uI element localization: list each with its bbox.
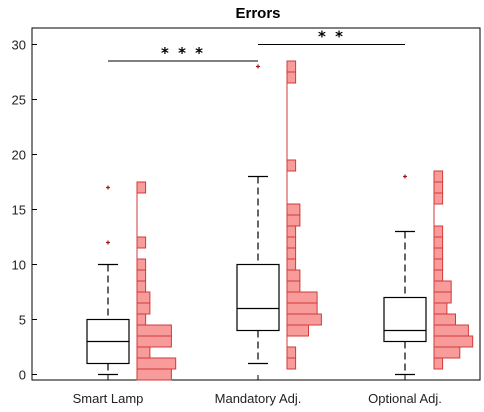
histogram-bar — [433, 291, 452, 304]
histogram-bar — [286, 159, 297, 172]
histogram-bar — [286, 302, 318, 315]
interquartile-box — [236, 263, 280, 332]
y-tick-label: 0 — [19, 368, 26, 383]
histogram-bar — [286, 71, 297, 84]
histogram-bar — [286, 203, 301, 216]
x-tick-label: Optional Adj. — [368, 391, 442, 406]
significance-label: * * — [318, 28, 345, 46]
histogram-bar — [136, 324, 172, 337]
histogram-bar — [433, 357, 444, 370]
histogram-bar — [286, 60, 297, 73]
significance-label: * * * — [161, 44, 205, 62]
histogram-bar — [433, 236, 444, 249]
y-tick-label: 20 — [12, 148, 26, 163]
histogram-bar — [433, 247, 444, 260]
histogram-bar — [286, 225, 297, 238]
histogram-bar — [433, 269, 444, 282]
histogram-bar — [136, 335, 172, 348]
y-axis: 0 5 10 15 20 25 30 — [12, 38, 37, 383]
histogram-bar — [136, 269, 147, 282]
interquartile-box — [383, 296, 427, 343]
x-tick-label: Smart Lamp — [73, 391, 144, 406]
histogram-bar — [136, 302, 151, 315]
histogram-bar — [286, 269, 301, 282]
histogram-bar — [136, 368, 172, 381]
histogram-bar — [433, 225, 444, 238]
plot-area-frame — [31, 27, 481, 381]
boxplots — [86, 64, 427, 376]
histogram-bar — [136, 357, 177, 370]
histogram-bar — [136, 181, 147, 194]
y-tick-label: 25 — [12, 93, 26, 108]
histogram-bar — [433, 324, 469, 337]
histograms — [136, 60, 474, 381]
histogram-bar — [136, 346, 151, 359]
significance-markers: * * * * * — [108, 28, 405, 62]
histogram-bar — [136, 291, 151, 304]
histogram-bar — [286, 324, 309, 337]
histogram-bar — [433, 181, 444, 194]
histogram-bar — [136, 258, 147, 271]
y-tick-label: 15 — [12, 203, 26, 218]
histogram-bar — [286, 236, 297, 249]
x-axis: Smart Lamp Mandatory Adj. Optional Adj. — [73, 375, 442, 406]
chart-title: Errors — [235, 5, 280, 22]
histogram-bar — [136, 280, 147, 293]
histogram-bar — [136, 236, 147, 249]
histogram-bar — [286, 357, 297, 370]
histogram-bar — [286, 280, 301, 293]
histogram-bar — [433, 258, 444, 271]
histogram-bar — [286, 346, 297, 359]
histogram-bar — [286, 313, 322, 326]
y-tick-label: 5 — [19, 313, 26, 328]
x-tick-label: Mandatory Adj. — [215, 391, 302, 406]
histogram-bar — [136, 313, 147, 326]
histogram-bar — [433, 313, 456, 326]
histogram-bar — [433, 192, 444, 205]
histogram-bar — [433, 170, 444, 183]
histogram-bar — [433, 302, 448, 315]
histogram-bar — [286, 291, 318, 304]
histogram-bar — [286, 214, 301, 227]
y-tick-label: 10 — [12, 258, 26, 273]
histogram-bar — [286, 258, 297, 271]
histogram-bar — [433, 346, 461, 359]
y-tick-label: 30 — [12, 38, 26, 53]
histogram-bar — [433, 280, 452, 293]
histogram-bar — [286, 247, 297, 260]
histogram-bar — [433, 335, 474, 348]
